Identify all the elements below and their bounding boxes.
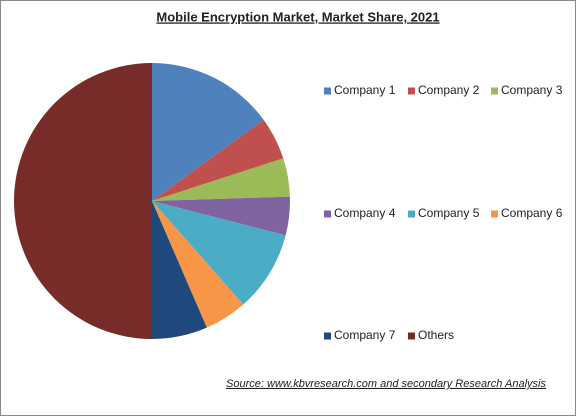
pie-slice (152, 158, 290, 201)
pie-slice (152, 201, 207, 339)
chart-title: Mobile Encryption Market, Market Share, … (156, 9, 439, 24)
legend-label: Company 4 (334, 206, 396, 220)
legend-label: Company 2 (418, 83, 480, 97)
legend-swatch (324, 87, 331, 95)
legend-label: Others (418, 328, 454, 342)
legend-swatch (491, 210, 498, 218)
legend-swatch (324, 332, 331, 340)
legend-label: Company 5 (418, 206, 480, 220)
legend-swatch (408, 210, 415, 218)
source-note: Source: www.kbvresearch.com and secondar… (226, 378, 546, 390)
pie-slice (152, 201, 244, 328)
pie-slice (152, 201, 286, 305)
legend-swatch (491, 87, 498, 95)
pie-slice (14, 63, 152, 339)
pie-slice (152, 119, 284, 201)
pie-slice (152, 196, 290, 236)
legend-label: Company 7 (334, 328, 396, 342)
legend-label: Company 1 (334, 83, 396, 97)
legend-swatch (408, 332, 415, 340)
legend-label: Company 6 (501, 206, 563, 220)
legend-swatch (324, 210, 331, 218)
pie-slice (152, 63, 264, 201)
legend-label: Company 3 (501, 83, 563, 97)
legend-swatch (408, 87, 415, 95)
